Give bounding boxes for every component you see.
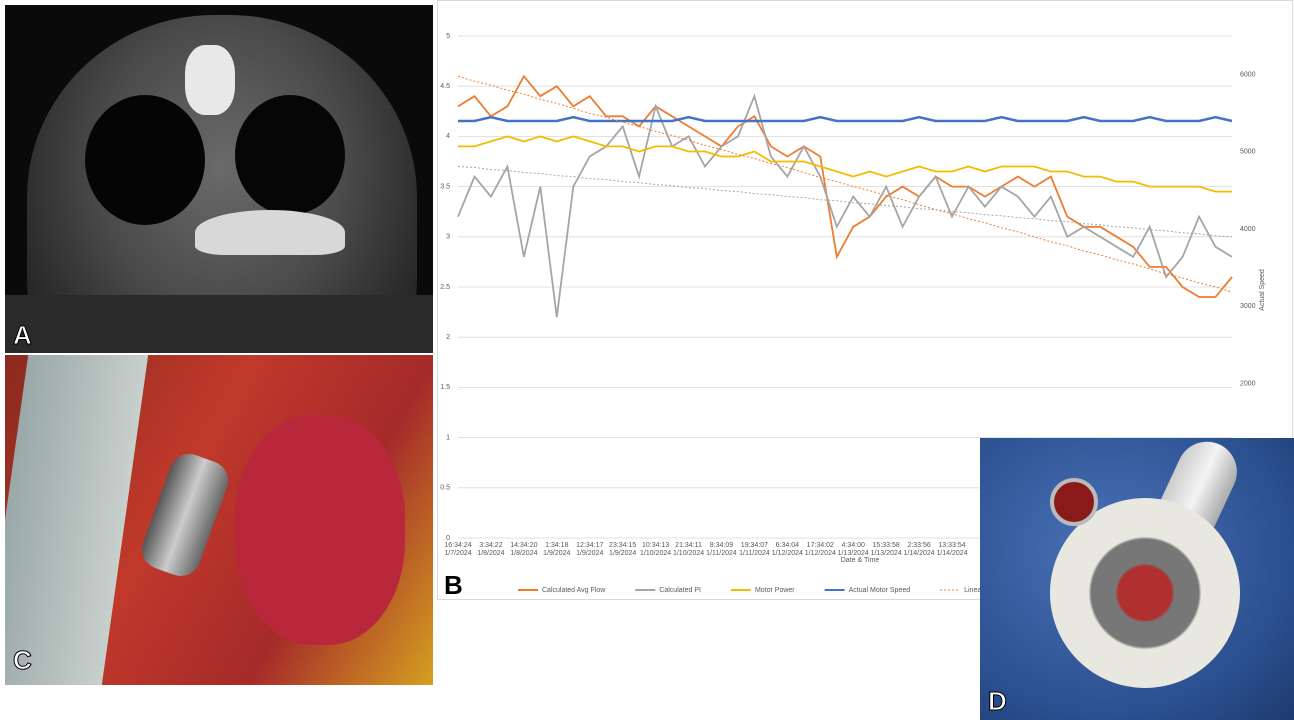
legend-label: Calculated PI bbox=[659, 587, 701, 594]
x-tick-label: 4:34:00 1/13/2024 bbox=[837, 542, 869, 557]
y-tick-label: 4.5 bbox=[440, 83, 450, 90]
x-tick-label: 19:34:07 1/11/2024 bbox=[739, 542, 770, 557]
y-tick-label: 2 bbox=[446, 334, 450, 341]
y-tick-label: 1 bbox=[446, 434, 450, 441]
x-tick-label: 10:34:13 1/10/2024 bbox=[640, 542, 672, 557]
x-tick-label: 3:34:22 1/8/2024 bbox=[477, 542, 505, 557]
panel-label: C bbox=[13, 645, 33, 676]
y-tick-label: 1.5 bbox=[440, 384, 450, 391]
y-tick-label: 0 bbox=[446, 535, 450, 542]
panel-label: A bbox=[13, 320, 33, 351]
x-tick-label: 6:34:04 1/12/2024 bbox=[771, 542, 803, 557]
x-tick-label: 2:33:56 1/14/2024 bbox=[903, 542, 935, 557]
x-tick-label: 17:34:02 1/12/2024 bbox=[804, 542, 836, 557]
series-line bbox=[457, 74, 1233, 298]
x-tick-label: 23:34:15 1/9/2024 bbox=[609, 542, 637, 557]
y2-tick-label: 3000 bbox=[1240, 303, 1256, 310]
y-tick-label: 3 bbox=[446, 234, 450, 241]
x-tick-label: 15:33:58 1/13/2024 bbox=[870, 542, 902, 557]
y-tick-label: 5 bbox=[446, 33, 450, 40]
surgical-photo: C bbox=[5, 355, 433, 685]
ct-image: A bbox=[5, 5, 433, 353]
series-line bbox=[457, 93, 1233, 318]
x-tick-label: 13:33:54 1/14/2024 bbox=[936, 542, 968, 557]
x-tick-label: 14:34:20 1/8/2024 bbox=[510, 542, 538, 557]
legend-label: Motor Power bbox=[755, 587, 795, 594]
series-line bbox=[457, 75, 1233, 293]
panel-label: B bbox=[444, 570, 463, 600]
y-tick-label: 2.5 bbox=[440, 284, 450, 291]
x-tick-label: 12:34:17 1/9/2024 bbox=[576, 542, 604, 557]
x-tick-label: 16:34:24 1/7/2024 bbox=[444, 542, 472, 557]
series-line bbox=[458, 135, 1232, 193]
legend-label: Calculated Avg Flow bbox=[542, 587, 606, 594]
series-line bbox=[458, 115, 1233, 123]
series-line bbox=[457, 166, 1233, 238]
y2-tick-label: 2000 bbox=[1240, 380, 1256, 387]
device-photo: D bbox=[980, 438, 1294, 720]
y-tick-label: 3.5 bbox=[440, 183, 450, 190]
panel-label: D bbox=[988, 686, 1008, 717]
y2-tick-label: 6000 bbox=[1240, 71, 1256, 78]
x-tick-label: 1:34:18 1/9/2024 bbox=[543, 542, 571, 557]
y-tick-label: 4 bbox=[446, 133, 450, 140]
y2-axis-label: Actual Speed bbox=[1259, 269, 1266, 311]
legend-label: Actual Motor Speed bbox=[849, 587, 911, 594]
x-tick-label: 8:34:09 1/11/2024 bbox=[706, 542, 737, 557]
x-tick-label: 21:34:11 1/10/2024 bbox=[672, 542, 705, 557]
y2-tick-label: 5000 bbox=[1240, 149, 1256, 156]
x-axis-label: Date & Time bbox=[841, 557, 880, 564]
y2-tick-label: 4000 bbox=[1240, 226, 1256, 233]
y-tick-label: 0.5 bbox=[440, 485, 450, 492]
